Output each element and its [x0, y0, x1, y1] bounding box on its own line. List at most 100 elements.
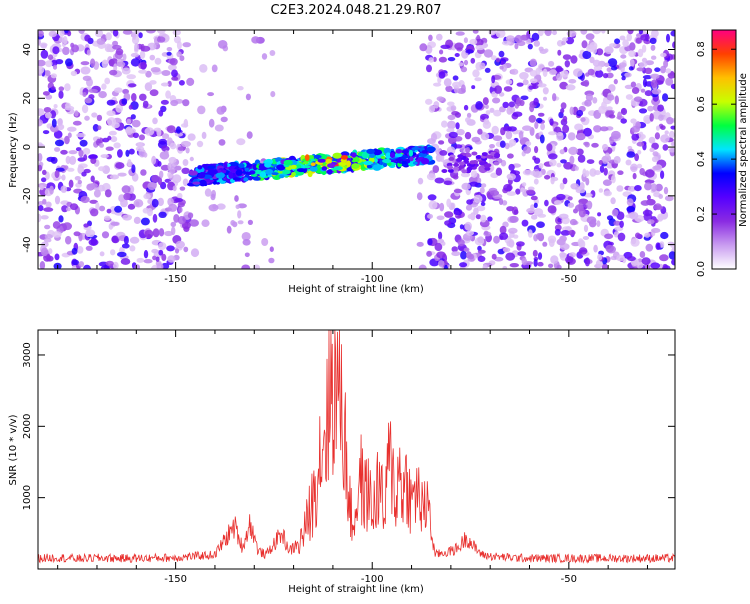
spectrogram-cell: [51, 231, 62, 238]
spectrogram-cell: [69, 203, 79, 211]
spectrogram-cell: [170, 99, 179, 107]
spectrogram-cell: [626, 151, 636, 158]
spectrogram-cell: [638, 108, 648, 114]
spectrogram-cell: [592, 30, 602, 35]
spectrogram-cell: [625, 94, 634, 100]
spectrogram-cell: [201, 131, 207, 139]
spectrogram-cell: [654, 203, 662, 210]
spectrogram-cell: [598, 188, 604, 193]
spectrogram-cell: [569, 155, 575, 165]
spectrogram-signal-cell: [385, 152, 391, 159]
spectrogram-cell: [269, 246, 274, 252]
spectrogram-cell: [454, 136, 463, 142]
spectrogram-cell: [508, 163, 515, 171]
spectrogram-cell: [99, 143, 104, 148]
spectrogram-cell: [495, 167, 503, 176]
spectrogram-cell: [90, 208, 99, 217]
spectrogram-signal-cell: [259, 171, 267, 178]
snr-y-tick-label: 3000: [22, 342, 33, 367]
spectrogram-cell: [38, 213, 42, 223]
snr-x-tick-label: -150: [164, 574, 187, 585]
spectrogram-cell: [112, 40, 119, 47]
spectrogram-cell: [127, 83, 137, 88]
spectrogram-cell: [568, 79, 577, 84]
spectrogram-cell: [620, 107, 628, 116]
spectrogram-cell: [613, 220, 621, 226]
spectrogram-cell: [576, 148, 584, 156]
spectrogram-cell: [609, 136, 614, 145]
spectrogram-cell: [101, 59, 108, 69]
spectrogram-cell: [519, 99, 525, 107]
spectrogram-cell: [447, 57, 456, 62]
spectrogram-cell: [565, 255, 574, 264]
spectrogram-cell: [498, 198, 504, 205]
spectrogram-cell: [619, 220, 624, 228]
spectrogram-cell: [529, 78, 538, 84]
spectrogram-cell: [214, 124, 224, 132]
spectrogram-cell: [427, 213, 433, 219]
spectrogram-cell: [602, 179, 612, 186]
spectrogram-cell: [521, 219, 529, 227]
spectrogram-cell: [463, 104, 469, 111]
spectrogram-cell: [142, 100, 149, 109]
spectrogram-cell: [578, 208, 586, 218]
spectrogram-cell: [438, 140, 445, 145]
spectrogram-cell: [641, 257, 651, 265]
spectrogram-cell: [529, 70, 538, 77]
spectrogram-cell: [443, 78, 452, 87]
spectrogram-cell: [556, 264, 562, 269]
spectrogram-cell: [550, 176, 555, 185]
spectrogram-cell: [533, 202, 538, 208]
spectrogram-cell: [562, 177, 568, 185]
spectrogram-cell: [501, 200, 508, 206]
spectrogram-cell: [127, 159, 132, 167]
spectrogram-cell: [90, 58, 96, 68]
spectrogram-cell: [668, 251, 675, 260]
spectrogram-cell: [90, 157, 97, 165]
spectrogram-cell: [527, 186, 535, 191]
spectrogram-cell: [112, 261, 119, 269]
spectrogram-cell: [544, 199, 549, 207]
spectrogram-cell: [559, 182, 565, 190]
spectrogram-cell: [529, 104, 535, 113]
spectrogram-cell: [152, 213, 158, 223]
spectrogram-y-axis-label: Frequency (Hz): [8, 112, 19, 188]
spectrogram-cell: [654, 67, 661, 72]
spectrogram-cell: [640, 200, 650, 206]
spectrogram-cell: [598, 160, 603, 165]
spectrogram-cell: [568, 252, 577, 258]
spectrogram-cell: [447, 101, 455, 107]
spectrogram-cell: [61, 174, 66, 181]
spectrogram-cell: [562, 37, 568, 42]
spectrogram-cell: [509, 106, 516, 114]
spectrogram-signal-cell: [453, 166, 459, 171]
spectrogram-cell: [505, 252, 516, 261]
spectrogram-cell: [159, 170, 164, 179]
spectrogram-cell: [515, 188, 521, 195]
spectrogram-cell: [663, 186, 669, 195]
spectrogram-signal-cell: [198, 179, 207, 187]
spectrogram-cell: [484, 104, 489, 109]
spectrogram-cell: [522, 125, 532, 131]
spectrogram-cell: [651, 228, 661, 233]
spectrogram-cell: [657, 104, 664, 112]
spectrogram-cell: [668, 130, 675, 139]
spectrogram-cell: [115, 162, 125, 169]
spectrogram-cell: [79, 139, 88, 147]
spectrogram-signal-cell: [295, 164, 302, 170]
spectrogram-cell: [458, 62, 464, 67]
spectrogram-cell: [498, 50, 505, 58]
spectrogram-cell: [74, 110, 79, 117]
spectrogram-cell: [578, 247, 588, 255]
spectrogram-cell: [97, 184, 105, 192]
spectrogram-cell: [454, 112, 461, 118]
spectrogram-cell: [537, 261, 544, 267]
spectrogram-cell: [98, 205, 106, 212]
spectrogram-cell: [54, 139, 65, 147]
spectrogram-cell: [439, 49, 444, 55]
spectrogram-cell: [469, 181, 479, 187]
colorbar-gradient: [711, 29, 737, 270]
spectrogram-cell: [437, 260, 445, 267]
spectrogram-cell: [525, 141, 532, 147]
spectrogram-cell: [157, 197, 164, 207]
